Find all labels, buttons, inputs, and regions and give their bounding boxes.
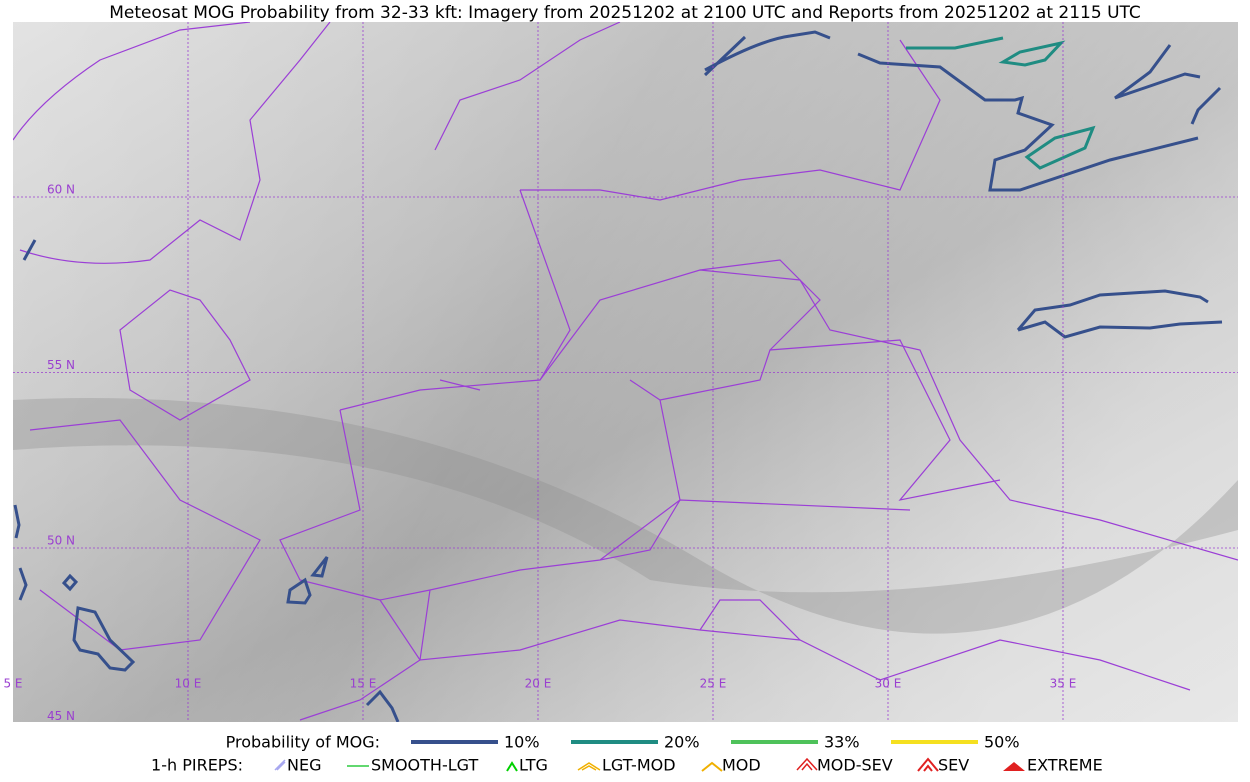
pirep-label: LTG xyxy=(519,756,548,775)
pirep-icon xyxy=(506,761,518,772)
lon-label: 35 E xyxy=(1050,677,1077,691)
map xyxy=(13,22,1238,722)
legend-label: 20% xyxy=(664,733,700,752)
pirep-label: SMOOTH-LGT xyxy=(371,756,478,775)
pirep-symbol xyxy=(577,762,601,771)
lat-label: 45 N xyxy=(47,709,75,723)
legend-label: 50% xyxy=(984,733,1020,752)
pireps-title: 1-h PIREPS: xyxy=(151,756,243,775)
pirep-icon xyxy=(274,759,286,771)
probability-contours xyxy=(13,30,1223,722)
pirep-label: MOD xyxy=(722,756,761,775)
pirep-label: EXTREME xyxy=(1027,756,1103,775)
lon-label: 10 E xyxy=(175,677,202,691)
pirep-label: LGT-MOD xyxy=(602,756,676,775)
lat-label: 60 N xyxy=(47,183,75,197)
lon-label: 15 E xyxy=(350,677,377,691)
lat-label: 50 N xyxy=(47,534,75,548)
graticule xyxy=(13,22,1238,722)
legend-title: Probability of MOG: xyxy=(226,733,380,752)
lon-label: 25 E xyxy=(700,677,727,691)
legend-label: 33% xyxy=(824,733,860,752)
pirep-symbol xyxy=(701,761,723,772)
cloud-band xyxy=(13,22,1238,722)
lon-label: 5 E xyxy=(3,677,22,691)
pirep-symbol xyxy=(796,757,818,771)
legend: Probability of MOG: 10% 20% 33% 50% 1-h PIREP… xyxy=(151,733,1103,775)
pirep-icon xyxy=(701,761,723,772)
lat-label: 55 N xyxy=(47,358,75,372)
legend-label: 10% xyxy=(504,733,540,752)
pirep-symbol xyxy=(274,759,286,771)
title: Meteosat MOG Probability from 32-33 kft:… xyxy=(109,3,1141,23)
pirep-label: MOD-SEV xyxy=(817,756,893,775)
pirep-icon xyxy=(917,757,939,772)
lon-label: 30 E xyxy=(875,677,902,691)
lon-label: 20 E xyxy=(525,677,552,691)
pirep-icon xyxy=(1003,762,1025,771)
pirep-label: NEG xyxy=(287,756,321,775)
pirep-icon xyxy=(796,757,818,771)
pirep-symbol xyxy=(1003,762,1025,771)
dark-band xyxy=(13,398,1238,634)
pirep-icon xyxy=(577,762,601,771)
pirep-symbol xyxy=(506,761,518,772)
pirep-label: SEV xyxy=(938,756,969,775)
pirep-symbol xyxy=(917,757,939,772)
